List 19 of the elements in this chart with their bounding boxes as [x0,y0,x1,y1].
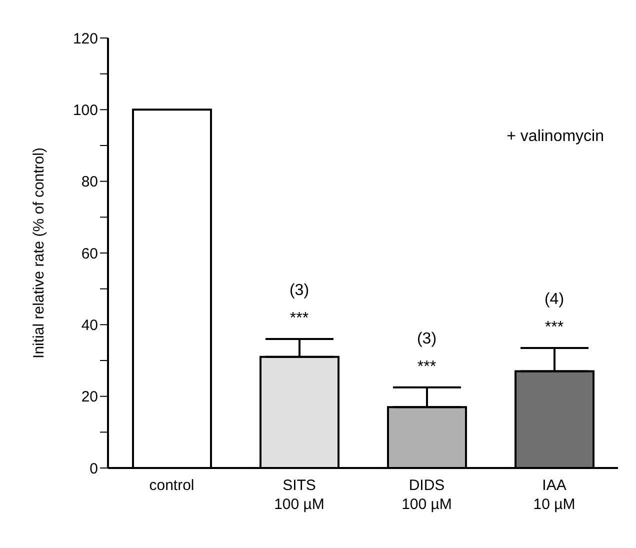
y-tick-label: 80 [81,174,98,191]
annotation: (4) [544,290,564,308]
annotation: + valinomycin [506,128,604,146]
x-tick-label: SITS 100 µM [274,477,324,513]
annotation: (3) [289,282,310,299]
y-tick-label: 100 [72,102,98,119]
y-tick-label: 0 [90,460,98,478]
y-tick-label: 40 [81,316,98,334]
y-tick-label: 20 [81,388,98,406]
x-tick-label: control [149,477,194,494]
annotation: (3) [416,330,437,348]
x-tick-label: IAA 10 µM [533,477,576,513]
annotation: *** [290,310,309,327]
x-tick-label: DIDS 100 µM [402,477,452,513]
y-axis-title: Initial relative rate (% of control) [30,148,48,358]
annotation: *** [417,358,436,376]
y-tick-label: 60 [81,245,98,262]
y-tick-label: 120 [72,30,98,48]
annotation: *** [544,318,564,336]
